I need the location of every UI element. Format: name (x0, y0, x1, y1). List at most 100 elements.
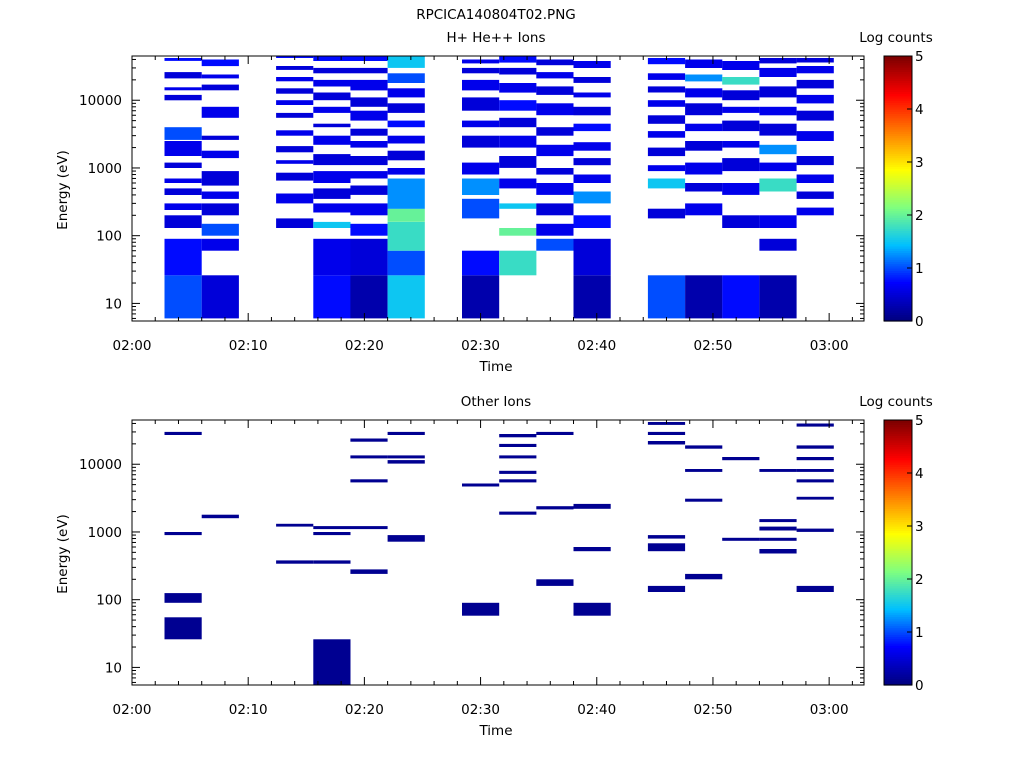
colorbar-segment (884, 492, 912, 496)
colorbar-segment (884, 671, 912, 675)
heatmap-cell (387, 73, 425, 83)
colorbar-segment (884, 294, 912, 298)
colorbar-segment (884, 146, 912, 150)
heatmap-cell (387, 460, 425, 464)
colorbar-segment (884, 203, 912, 207)
heatmap-cell (164, 178, 202, 183)
colorbar-segment (884, 508, 912, 512)
colorbar-segment (884, 67, 912, 70)
heatmap-cell (350, 97, 388, 107)
colorbar-segment (884, 239, 912, 243)
colorbar-segment (884, 170, 912, 174)
colorbar-segment (884, 620, 912, 624)
colorbar-tick-label: 4 (915, 102, 924, 118)
heatmap-cell (462, 162, 500, 175)
colorbar-segment (884, 539, 912, 543)
colorbar-segment (884, 583, 912, 587)
heatmap-cell (796, 66, 834, 74)
y-tick-label: 1000 (88, 161, 122, 177)
heatmap-cell (536, 103, 574, 116)
y-tick-label: 100 (96, 229, 122, 245)
heatmap-cell (499, 434, 537, 438)
x-tick-label: 02:20 (345, 338, 384, 354)
heatmap-cell (685, 498, 723, 502)
colorbar-segment (884, 662, 912, 666)
colorbar-segment (884, 221, 912, 225)
colorbar-segment (884, 131, 912, 134)
colorbar-segment (884, 75, 912, 79)
colorbar-segment (884, 301, 912, 304)
colorbar-tick-label: 5 (915, 49, 924, 65)
heatmap-cell (685, 445, 723, 449)
heatmap-cell (796, 496, 834, 500)
colorbar-segment (884, 250, 912, 254)
colorbar-segment (884, 433, 912, 437)
heatmap-cell (722, 141, 760, 148)
heatmap-cell (499, 178, 537, 189)
colorbar-segment (884, 632, 912, 635)
heatmap-cell (313, 92, 351, 101)
colorbar-tick-label: 4 (915, 466, 924, 482)
colorbar-segment (884, 226, 912, 229)
colorbar-segment (884, 190, 912, 194)
colorbar-segment (884, 625, 912, 629)
colorbar-segment (884, 270, 912, 274)
heatmap-cell (350, 203, 388, 216)
heatmap-cell (536, 144, 574, 157)
heatmap-cell (759, 123, 797, 136)
colorbar-segment (884, 84, 912, 88)
colorbar-segment (884, 142, 912, 145)
heatmap-cell (796, 156, 834, 166)
colorbar-segment (884, 261, 912, 265)
heatmap-cell (164, 188, 202, 195)
colorbar-segment (884, 678, 912, 682)
colorbar-segment (884, 490, 912, 494)
heatmap-cell (313, 67, 351, 74)
colorbar-segment (884, 184, 912, 187)
colorbar-segment (884, 120, 912, 123)
heatmap-cell (722, 90, 760, 101)
colorbar-segment (884, 453, 912, 456)
colorbar-segment (884, 219, 912, 223)
heatmap-cell (276, 172, 314, 181)
heatmap-cell (573, 238, 611, 276)
colorbar-segment (884, 428, 912, 432)
heatmap-cell (164, 94, 202, 101)
colorbar-segment (884, 217, 912, 221)
heatmap-cell (164, 532, 202, 536)
heatmap-cell (722, 77, 760, 85)
colorbar-segment (884, 287, 912, 291)
colorbar-segment (884, 665, 912, 668)
heatmap-cell (462, 198, 500, 219)
colorbar-segment (884, 660, 912, 664)
heatmap-cell (164, 87, 202, 91)
heatmap-cell (573, 106, 611, 116)
heatmap-cell (462, 178, 500, 195)
colorbar-segment (884, 499, 912, 503)
heatmap-cell (499, 511, 537, 515)
colorbar-segment (884, 181, 912, 185)
heatmap-cell (201, 514, 239, 519)
heatmap-cell (573, 503, 611, 509)
colorbar-segment (884, 268, 912, 271)
heatmap-cell (796, 94, 834, 104)
colorbar-segment (884, 592, 912, 596)
x-tick-label: 03:00 (810, 702, 849, 718)
colorbar-segment (884, 585, 912, 589)
heatmap-cell (722, 120, 760, 132)
y-tick-label: 100 (96, 593, 122, 609)
heatmap-cell (313, 135, 351, 145)
colorbar-segment (884, 548, 912, 551)
heatmap-cell (499, 100, 537, 111)
heatmap-cell (387, 168, 425, 175)
colorbar-segment (884, 100, 912, 103)
colorbar-segment (884, 128, 912, 132)
heatmap-cell (313, 221, 351, 228)
colorbar-segment (884, 117, 912, 121)
colorbar-segment (884, 64, 912, 68)
colorbar-segment (884, 594, 912, 598)
colorbar-segment (884, 91, 912, 95)
colorbar: 0 1 2 3 4 5 (883, 49, 924, 330)
heatmap-cell (796, 110, 834, 121)
heatmap-cell (536, 223, 574, 236)
